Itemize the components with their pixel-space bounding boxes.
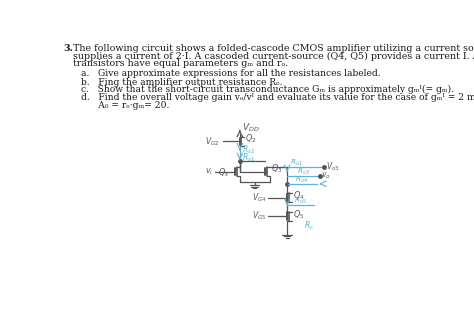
Text: $R_{o5}$: $R_{o5}$ — [294, 196, 307, 206]
Text: $v_o$: $v_o$ — [321, 171, 331, 181]
Text: $Q_s$: $Q_s$ — [218, 167, 229, 179]
Text: $Q_2$: $Q_2$ — [245, 133, 256, 145]
Text: b.   Fing the amplifier output resistance Rₒ.: b. Fing the amplifier output resistance … — [81, 78, 283, 87]
Text: $V_{DD}$: $V_{DD}$ — [242, 122, 260, 134]
Text: supplies a current of 2·I. A cascoded current-source (Q4, Q5) provides a current: supplies a current of 2·I. A cascoded cu… — [73, 51, 474, 60]
Text: d.   Find the overall voltage gain vₒ/vᴵ and evaluate its value for the case of : d. Find the overall voltage gain vₒ/vᴵ a… — [81, 93, 474, 102]
Text: $R_{s1}$: $R_{s1}$ — [242, 151, 255, 164]
Text: $R_{o1}$: $R_{o1}$ — [290, 158, 303, 168]
Text: $V_{o3}$: $V_{o3}$ — [326, 161, 339, 173]
Text: transistors have equal parameters gₘ and rₒ.: transistors have equal parameters gₘ and… — [73, 59, 288, 68]
Text: $V_{G2}$: $V_{G2}$ — [205, 135, 219, 148]
Text: The following circuit shows a folded-cascode CMOS amplifier utilizing a current : The following circuit shows a folded-cas… — [73, 44, 474, 53]
Text: $R_{o3}$: $R_{o3}$ — [297, 167, 310, 177]
Text: $V_{G4}$: $V_{G4}$ — [252, 192, 266, 204]
Text: a.   Give approximate expressions for all the resistances labeled.: a. Give approximate expressions for all … — [81, 69, 381, 78]
Text: $R_c$: $R_c$ — [304, 219, 314, 232]
Text: $Q_4$: $Q_4$ — [292, 190, 304, 203]
Text: $v_i$: $v_i$ — [205, 166, 213, 177]
Text: $Q_5$: $Q_5$ — [292, 208, 304, 221]
Text: $V_{G5}$: $V_{G5}$ — [252, 210, 266, 222]
Text: A₀ = rₒ·gₘ= 20.: A₀ = rₒ·gₘ= 20. — [81, 101, 169, 110]
Text: c.   Show that the short-circuit transconductance Gₘ is approximately gₘᴵ(= gₘ).: c. Show that the short-circuit transcond… — [81, 85, 454, 94]
Text: $Q_3$: $Q_3$ — [271, 162, 283, 175]
Text: 3.: 3. — [63, 44, 73, 53]
Text: $R_{o4}$: $R_{o4}$ — [295, 175, 308, 185]
Text: $R_{s2}$: $R_{s2}$ — [242, 144, 255, 156]
